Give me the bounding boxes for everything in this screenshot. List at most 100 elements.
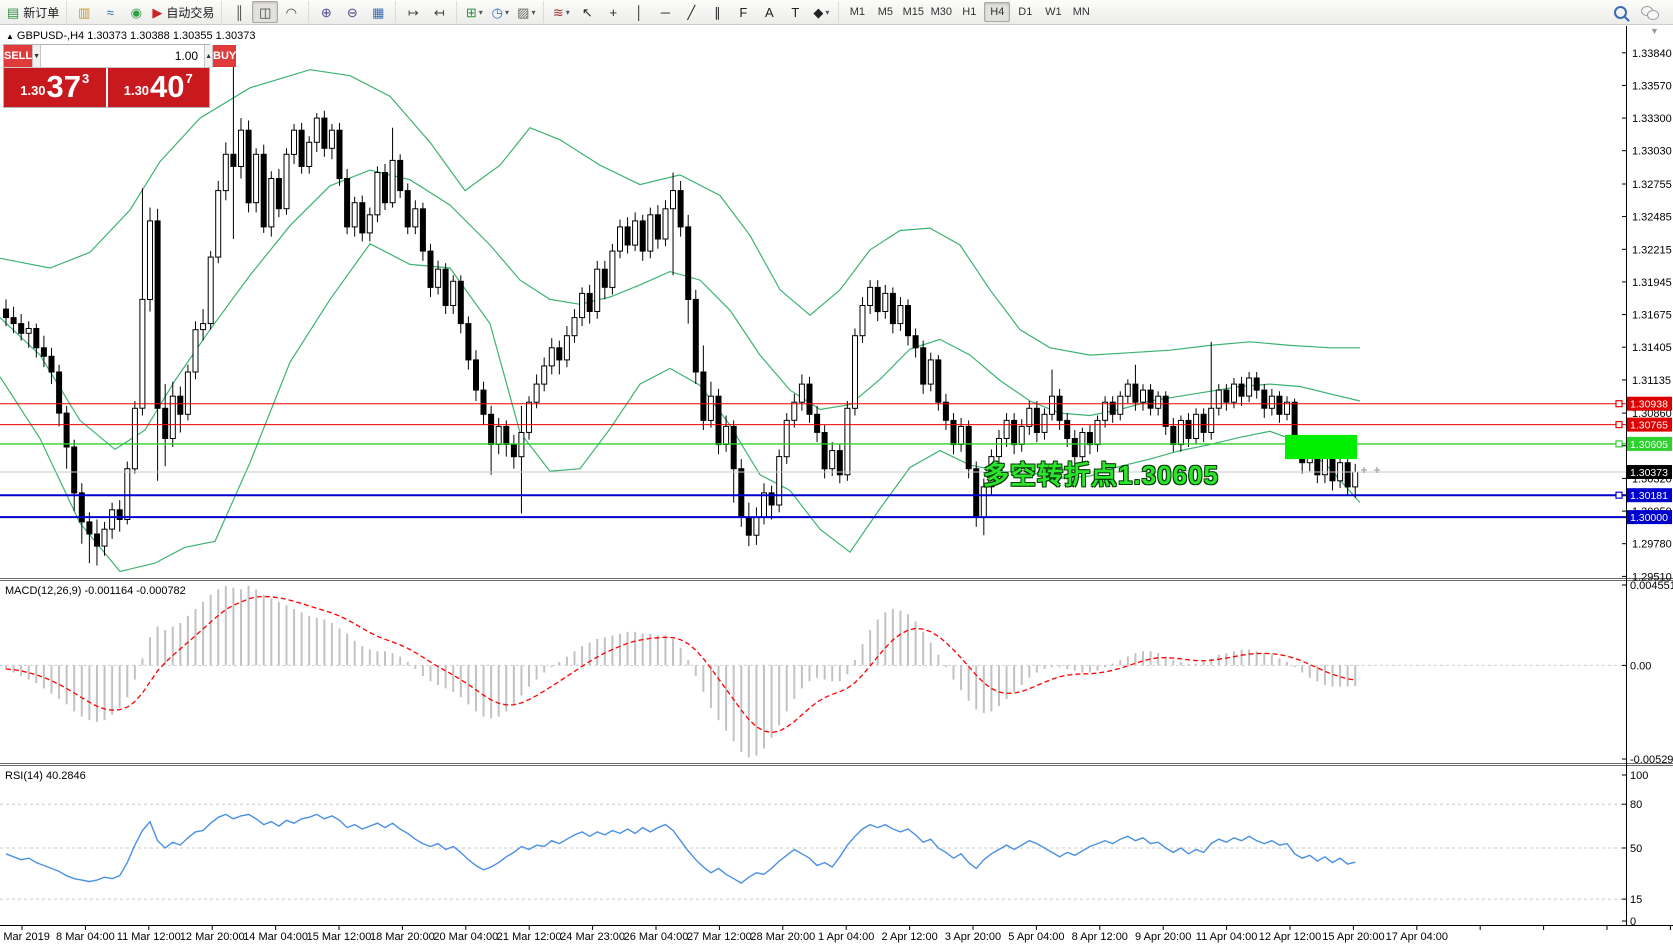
buy-button[interactable]: BUY — [213, 45, 237, 67]
buy-price-tile[interactable]: 1.30 40 7 — [107, 68, 209, 107]
toolbar-group-orders: ▤ 新订单 — [0, 1, 66, 23]
timeframe-w1-button[interactable]: W1 — [1045, 6, 1062, 18]
text-label-button[interactable]: T — [782, 1, 808, 23]
time-tick-label: 11 Mar 12:00 — [117, 931, 181, 943]
line-chart-icon: ◠ — [285, 4, 297, 20]
time-tick-label: 15 Apr 20:00 — [1322, 931, 1384, 943]
navigator-icon: ◉ — [130, 4, 142, 20]
sell-price-tile[interactable]: 1.30 37 3 — [4, 68, 106, 107]
chevron-down-icon: ▾ — [565, 7, 570, 17]
period-icon: ◷ — [491, 4, 503, 20]
sell-button[interactable]: SELL — [4, 45, 33, 67]
candlestick-button[interactable]: ◫ — [252, 1, 279, 23]
time-tick-label: 24 Mar 23:00 — [560, 931, 625, 943]
rsi-tick-label: 50 — [1630, 843, 1642, 855]
auto-scroll-button[interactable]: ↦ — [400, 1, 426, 23]
price-badge-label: 1.30605 — [1630, 439, 1668, 451]
fibonacci-button[interactable]: F — [730, 1, 756, 23]
price-badge — [1627, 465, 1672, 479]
navigator-button[interactable]: ◉ — [123, 1, 149, 23]
symbol-ohlc-text: GBPUSD-,H4 1.30373 1.30388 1.30355 1.303… — [16, 30, 256, 42]
period-button[interactable]: ◷ ▾ — [487, 1, 513, 23]
price-tick-label: 1.31675 — [1632, 310, 1672, 322]
timeframe-m5-button[interactable]: M5 — [877, 6, 893, 18]
zoom-out-button[interactable]: ⊖ — [339, 1, 365, 23]
chart-scroll-marker-icon[interactable]: ▼ — [1650, 26, 1659, 36]
rsi-tick-label: 100 — [1630, 770, 1648, 782]
bollinger-lower — [0, 243, 1361, 573]
line-chart-button[interactable]: ◠ — [278, 1, 304, 23]
time-tick-label: 27 Mar 12:00 — [687, 931, 752, 943]
buy-price-sup: 7 — [185, 71, 193, 86]
macd-tick-label: 0.004551 — [1630, 580, 1673, 592]
template-button[interactable]: ▨ ▾ — [513, 1, 539, 23]
timeframe-m30-button[interactable]: M30 — [930, 6, 953, 18]
new-order-button[interactable]: ▤ 新订单 — [4, 1, 62, 23]
chevron-down-icon: ▾ — [531, 7, 536, 17]
price-badge — [1627, 396, 1672, 411]
zoom-in-button[interactable]: ⊕ — [313, 1, 339, 23]
price-tick-label: 1.29780 — [1632, 539, 1672, 551]
bollinger-upper — [0, 69, 1360, 356]
bar-chart-button[interactable]: ║ — [226, 1, 252, 23]
price-tick-label: 1.32215 — [1632, 244, 1672, 256]
crosshair-button[interactable]: + — [600, 1, 626, 23]
hline-handle — [1615, 440, 1623, 448]
volume-up-button[interactable]: ▲ — [204, 45, 213, 67]
time-tick-label: 11 Apr 04:00 — [1196, 931, 1258, 943]
time-tick-label: 8 Mar 04:00 — [56, 931, 115, 943]
trendline-button[interactable]: ╱ — [678, 1, 704, 23]
symbol-header: ▲ GBPUSD-,H4 1.30373 1.30388 1.30355 1.30… — [6, 30, 255, 42]
search-icon[interactable] — [1614, 5, 1627, 19]
timeframe-m1-button[interactable]: M1 — [849, 6, 865, 18]
timeframe-h1-button[interactable]: H1 — [962, 6, 977, 18]
autotrading-button[interactable]: ▶ 自动交易 — [149, 1, 217, 23]
time-tick-label: 1 Apr 04:00 — [818, 931, 874, 943]
cursor-icon: ↖ — [581, 4, 593, 20]
time-tick-label: 26 Mar 04:00 — [624, 931, 689, 943]
time-tick-label: 28 Mar 20:00 — [750, 931, 815, 943]
channel-button[interactable]: ∥ — [704, 1, 730, 23]
data-window-button[interactable]: ≈ — [97, 1, 123, 23]
market-watch-button[interactable]: ▥ — [71, 1, 97, 23]
trendline-icon: ╱ — [687, 4, 696, 20]
tile-windows-button[interactable]: ▦ — [365, 1, 391, 23]
new-chart-icon: ⊞ — [465, 4, 477, 20]
macd-pane: 0.004551 0.00 -0.005295 — [0, 580, 1673, 766]
new-chart-button[interactable]: ⊞ ▾ — [461, 1, 487, 23]
fibonacci-icon: F — [739, 4, 748, 20]
candles — [3, 52, 1359, 566]
indicators-button[interactable]: ≋ ▾ — [548, 1, 574, 23]
rsi-indicator-label: RSI(14) 40.2846 — [5, 770, 86, 782]
text-button[interactable]: A — [756, 1, 782, 23]
collapse-triangle-icon[interactable]: ▲ — [6, 32, 14, 41]
market-watch-icon: ▥ — [78, 4, 91, 20]
toolbar-group-new-objects: ⊞ ▾ ◷ ▾ ▨ ▾ — [456, 1, 543, 23]
price-badge-label: 1.30938 — [1630, 399, 1668, 411]
sell-price-sup: 3 — [82, 71, 90, 86]
price-badge — [1627, 436, 1672, 451]
chart-shift-button[interactable]: ↤ — [426, 1, 452, 23]
time-tick-label: 12 Apr 12:00 — [1259, 931, 1321, 943]
price-badge-label: 1.30000 — [1630, 512, 1668, 524]
macd-signal-line — [5, 595, 1356, 734]
volume-down-button[interactable]: ▼ — [32, 45, 42, 67]
price-tick-label: 1.32485 — [1632, 212, 1672, 224]
chat-icon[interactable] — [1641, 5, 1659, 20]
cursor-button[interactable]: ↖ — [574, 1, 600, 23]
horizontal-lines[interactable] — [0, 400, 1626, 519]
volume-input[interactable] — [41, 45, 205, 67]
time-tick-label: 14 Mar 04:00 — [243, 931, 308, 943]
timeframe-mn-button[interactable]: MN — [1072, 6, 1090, 18]
timeframe-d1-button[interactable]: D1 — [1018, 6, 1033, 18]
price-tick-label: 1.31945 — [1632, 277, 1672, 289]
price-tick-label: 1.33030 — [1632, 146, 1672, 158]
timeframe-m15-button[interactable]: M15 — [902, 6, 925, 18]
vertical-line-button[interactable]: │ — [626, 1, 652, 23]
toolbar-right — [1614, 5, 1673, 20]
arrows-button[interactable]: ◆ ▾ — [808, 1, 834, 23]
horizontal-line-button[interactable]: ─ — [652, 1, 678, 23]
timeframe-h4-button[interactable]: H4 — [984, 2, 1011, 22]
